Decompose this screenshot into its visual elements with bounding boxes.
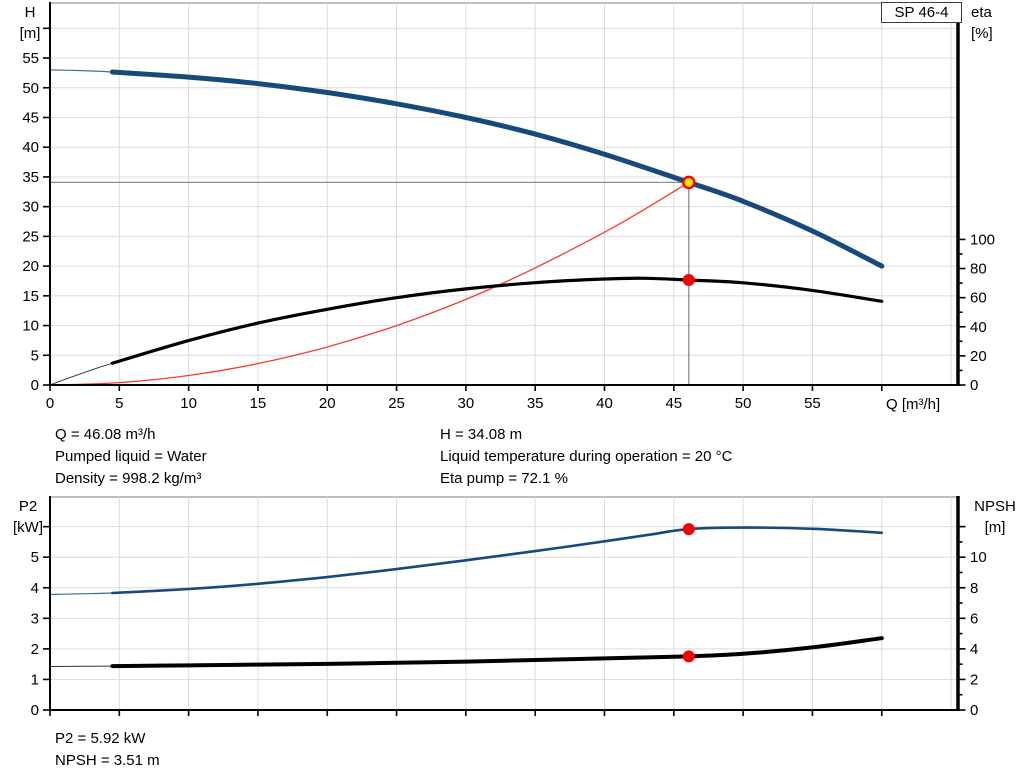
- system-curve: [49, 181, 690, 386]
- h-axis-title-line1: H: [24, 4, 36, 21]
- left-axis-tick-label: 45: [22, 109, 39, 126]
- left-axis-tick-label: 35: [22, 169, 39, 186]
- x-axis-tick-label: 40: [596, 395, 613, 412]
- x-axis-tick-label: 0: [46, 395, 54, 412]
- x-axis-tick-label: 55: [804, 395, 821, 412]
- efficiency-duty-dot: [682, 274, 695, 287]
- left-axis-tick-label: 3: [31, 610, 39, 627]
- x-axis-tick-label: 25: [388, 395, 405, 412]
- npsh-duty-dot: [682, 650, 695, 663]
- right-axis-tick-label: 8: [970, 580, 978, 597]
- right-axis-tick-label: 4: [970, 641, 978, 658]
- x-axis-tick-label: 15: [250, 395, 267, 412]
- duty-info-right-column: H = 34.08 m Liquid temperature during op…: [440, 424, 732, 490]
- eta-pump-text: Eta pump = 72.1 %: [440, 470, 568, 487]
- left-axis-tick-label: 2: [31, 641, 39, 658]
- right-axis-tick-label: 2: [970, 671, 978, 688]
- x-axis-tick-label: 50: [735, 395, 752, 412]
- right-axis-tick-label: 0: [970, 702, 978, 719]
- right-axis-tick-label: 0: [970, 377, 978, 394]
- right-axis-tick-label: 10: [970, 549, 987, 566]
- duty-head-text: H = 34.08 m: [440, 426, 523, 443]
- left-axis-tick-label: 20: [22, 258, 39, 275]
- left-axis-tick-label: 0: [31, 377, 39, 394]
- left-axis-tick-label: 10: [22, 318, 39, 335]
- power-npsh-info: P2 = 5.92 kW NPSH = 3.51 m: [55, 728, 160, 772]
- npsh-axis-title-line1: NPSH: [974, 498, 1016, 515]
- p2-duty-dot: [682, 523, 695, 536]
- q-axis-title: Q [m³/h]: [886, 396, 941, 413]
- right-axis-tick-label: 80: [970, 261, 987, 278]
- duty-flow-text: Q = 46.08 m³/h: [55, 426, 156, 443]
- npsh-value-text: NPSH = 3.51 m: [55, 752, 160, 769]
- duty-point-marker: [681, 175, 696, 190]
- eta-axis-title-line1: eta: [971, 4, 992, 21]
- x-axis-tick-label: 10: [180, 395, 197, 412]
- right-axis-tick-label: 40: [970, 319, 987, 336]
- left-axis-tick-label: 0: [31, 702, 39, 719]
- eta-axis-title-line2: [%]: [971, 25, 993, 42]
- liquid-temperature-text: Liquid temperature during operation = 20…: [440, 448, 733, 465]
- duty-info-left-column: Q = 46.08 m³/h Pumped liquid = Water Den…: [55, 424, 207, 490]
- x-axis-tick-label: 20: [319, 395, 336, 412]
- left-axis-tick-label: 4: [31, 580, 39, 597]
- p2-curve: [111, 526, 884, 595]
- left-axis-tick-label: 30: [22, 199, 39, 216]
- p2-value-text: P2 = 5.92 kW: [55, 730, 146, 747]
- right-axis-tick-label: 60: [970, 290, 987, 307]
- left-axis-tick-label: 50: [22, 80, 39, 97]
- right-axis-tick-label: 6: [970, 610, 978, 627]
- p2-axis-title: P2 [kW]: [6, 496, 50, 538]
- left-axis-tick-label: 1: [31, 671, 39, 688]
- x-axis-tick-label: 5: [115, 395, 123, 412]
- left-axis-tick-label: 5: [31, 347, 39, 364]
- eta-axis-title: eta [%]: [971, 2, 1023, 44]
- pumped-liquid-text: Pumped liquid = Water: [55, 448, 207, 465]
- npsh-axis-title-line2: [m]: [984, 519, 1006, 536]
- x-axis-tick-label: 35: [527, 395, 544, 412]
- p2-axis-title-line1: P2: [18, 498, 38, 515]
- left-axis-tick-label: 5: [31, 549, 39, 566]
- right-axis-tick-label: 20: [970, 348, 987, 365]
- right-axis-tick-label: 100: [970, 231, 995, 248]
- left-axis-tick-label: 40: [22, 139, 39, 156]
- efficiency-curve: [110, 276, 884, 365]
- x-axis-tick-label: 30: [458, 395, 475, 412]
- left-axis-tick-label: 55: [22, 50, 39, 67]
- npsh-curve: [110, 636, 884, 669]
- density-text: Density = 998.2 kg/m³: [55, 470, 202, 487]
- h-axis-title: H [m]: [8, 2, 52, 44]
- left-axis-tick-label: 25: [22, 228, 39, 245]
- p2-axis-title-line2: [kW]: [13, 519, 43, 536]
- left-axis-tick-label: 15: [22, 288, 39, 305]
- npsh-axis-title: NPSH [m]: [968, 496, 1022, 538]
- x-axis-tick-label: 45: [665, 395, 682, 412]
- pump-model-badge: SP 46-4: [881, 2, 962, 23]
- h-axis-title-line2: [m]: [19, 25, 41, 42]
- pump-curve: [109, 69, 885, 269]
